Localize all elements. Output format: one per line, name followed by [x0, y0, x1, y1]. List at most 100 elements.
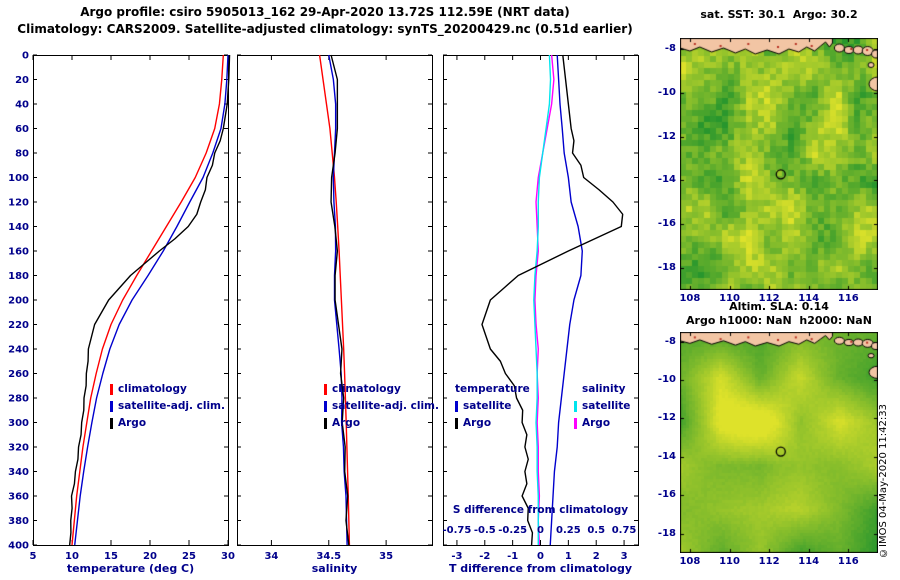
map-lon-tick-label: 116: [837, 556, 859, 567]
panel-box: [443, 55, 639, 546]
legend-label: Argo: [582, 417, 611, 429]
y-tick-label: 100: [8, 173, 29, 184]
legend-item: Argo: [574, 415, 630, 432]
map-lat-tick-label: -12: [657, 412, 676, 424]
map-lon-tick-label: 110: [719, 293, 740, 304]
x-tick-label: 34: [264, 551, 278, 562]
x-tick-label: 5: [30, 551, 37, 562]
y-tick-label: 140: [8, 222, 29, 233]
legend-item: Argo: [324, 415, 439, 432]
figure-title-line1: Argo profile: csiro 5905013_162 29-Apr-2…: [80, 5, 570, 19]
y-tick-label: 280: [8, 394, 29, 405]
panel-temperature: 5 10 15 20 25 3002040608010012014016018020022…: [8, 51, 235, 563]
map-lat-tick-label: -18: [657, 262, 676, 274]
map-lat-tick-label: -10: [657, 86, 676, 98]
s-axis-tick-label: -0.75: [443, 525, 472, 536]
y-tick-label: 0: [22, 51, 29, 62]
y-tick-label: 300: [8, 418, 29, 429]
series-argo: [68, 54, 231, 546]
sla-map-subtitle: Argo h1000: NaN h2000: NaN: [686, 314, 872, 327]
legend-line-sample: [324, 401, 327, 412]
series-temperature-argo: [481, 54, 624, 546]
map-lon-tick-label: 114: [798, 293, 820, 304]
series-salinity-argo: [534, 54, 555, 546]
legend-item: satellite-adj. clim.: [110, 398, 225, 415]
series-salinity-satellite: [533, 54, 552, 545]
legend-item: climatology: [324, 381, 439, 398]
x-tick-label: 30: [221, 551, 235, 562]
x-tick-label: 2: [593, 551, 600, 562]
s-axis-tick-label: -0.5: [474, 525, 496, 536]
legend-line-sample: [324, 384, 327, 395]
y-tick-label: 160: [8, 247, 29, 258]
legend-line-sample: [110, 401, 113, 412]
x-tick-label: 15: [104, 551, 118, 562]
y-tick-label: 360: [8, 492, 29, 503]
map-lon-tick-label: 108: [679, 556, 701, 567]
salinity-legend: climatology satellite-adj. clim. Argo: [324, 381, 439, 432]
panel-difference: -3 -2 -1 0 1 2 3: [443, 54, 639, 562]
series-climatology: [318, 54, 351, 546]
s-axis-tick-label: 0.75: [612, 525, 637, 536]
x-tick-label: 10: [65, 551, 79, 562]
s-difference-axis-label: S difference from climatology: [452, 504, 629, 516]
legend-line-sample: [455, 418, 458, 429]
legend-line-sample: [455, 401, 458, 412]
y-tick-label: 200: [8, 296, 29, 307]
legend-item: Argo: [455, 415, 530, 432]
legend-item: climatology: [110, 381, 225, 398]
legend-item: satellite: [574, 398, 630, 415]
legend-label: satellite: [463, 400, 512, 412]
x-tick-label: -3: [451, 551, 462, 562]
series-climatology: [71, 54, 225, 546]
y-tick-label: 220: [8, 320, 29, 331]
y-tick-label: 400: [8, 541, 29, 552]
y-tick-label: 40: [15, 100, 29, 111]
y-tick-label: 240: [8, 345, 29, 356]
legend-label: satellite-adj. clim.: [332, 400, 439, 412]
legend-label: climatology: [118, 383, 187, 395]
legend-line-sample: [110, 384, 113, 395]
legend-header: salinity: [582, 383, 626, 395]
map-lat-tick-label: -8: [664, 42, 676, 54]
x-tick-label: 35: [379, 551, 393, 562]
map-lon-tick-label: 116: [837, 293, 859, 304]
x-tick-label: -2: [479, 551, 490, 562]
legend-label: satellite: [582, 400, 631, 412]
x-tick-label: -1: [507, 551, 518, 562]
legend-item: satellite-adj. clim.: [324, 398, 439, 415]
panel-box: [33, 55, 229, 546]
map-lat-tick-label: -16: [657, 489, 676, 501]
series-temperature-satellite: [549, 54, 583, 546]
legend-label: climatology: [332, 383, 401, 395]
legend-line-sample: [574, 401, 577, 412]
x-tick-label: 20: [143, 551, 157, 562]
x-tick-label: 3: [621, 551, 628, 562]
legend-item: satellite: [455, 398, 530, 415]
map-lat-tick-label: -14: [657, 174, 676, 186]
temperature-axis-label: temperature (deg C): [66, 562, 195, 575]
map-lat-tick-label: -16: [657, 218, 676, 230]
legend-label: Argo: [118, 417, 147, 429]
sla-map-title: Altim. SLA: 0.14: [729, 300, 829, 313]
x-tick-label: 1: [565, 551, 572, 562]
y-tick-label: 120: [8, 198, 29, 209]
legend-line-sample: [110, 418, 113, 429]
map-lon-tick-label: 114: [798, 556, 820, 567]
y-tick-label: 260: [8, 369, 29, 380]
sla-map-canvas: [680, 332, 878, 553]
x-tick-label: 34.5: [316, 551, 341, 562]
x-tick-label: 0: [537, 551, 544, 562]
imos-copyright: ©IMOS 04-May-2020 11:42:33: [878, 404, 889, 558]
x-tick-label: 25: [182, 551, 196, 562]
y-tick-label: 340: [8, 467, 29, 478]
s-axis-tick-label: 0: [537, 525, 544, 536]
legend-label: Argo: [463, 417, 492, 429]
map-lat-tick-label: -10: [657, 374, 676, 386]
y-tick-label: 180: [8, 271, 29, 282]
map-lon-tick-label: 110: [719, 556, 740, 567]
sst-map-canvas: [680, 38, 878, 290]
legend-header: temperature: [455, 383, 530, 395]
